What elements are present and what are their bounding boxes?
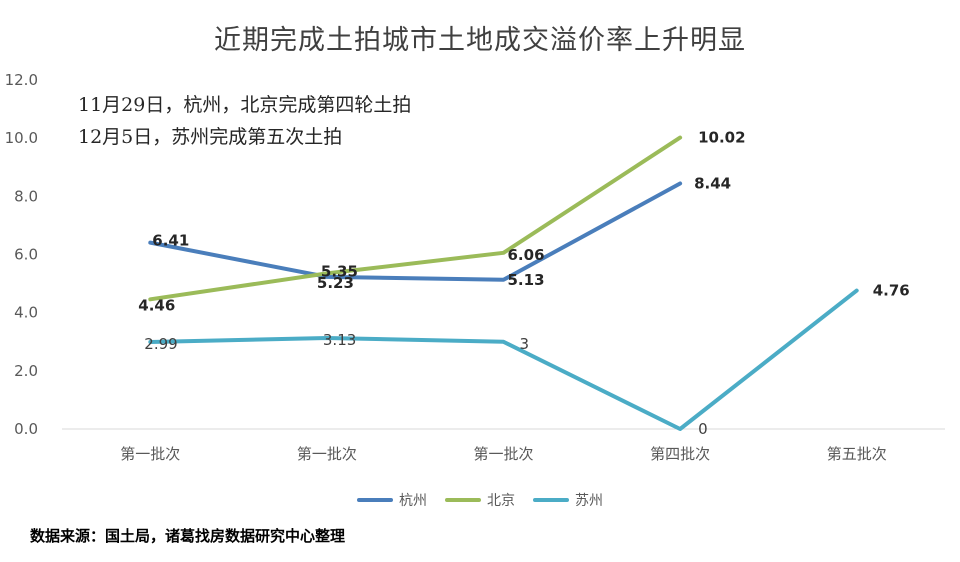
y-tick-label: 6.0 bbox=[14, 246, 38, 264]
data-label: 5.35 bbox=[321, 262, 358, 280]
series-line-0 bbox=[148, 181, 683, 282]
data-label: 6.06 bbox=[508, 246, 545, 264]
legend-item-hangzhou: 杭州 bbox=[357, 490, 427, 510]
data-label: 6.41 bbox=[152, 232, 189, 250]
data-source-note: 数据来源：国土局，诸葛找房数据研究中心整理 bbox=[30, 527, 346, 545]
annotation-suzhou: 12月5日，苏州完成第五次土拍 bbox=[78, 126, 343, 148]
legend-item-beijing: 北京 bbox=[445, 490, 515, 510]
data-label: 5.13 bbox=[508, 271, 545, 289]
x-tick-label: 第五批次 bbox=[827, 445, 887, 463]
data-label: 3 bbox=[520, 335, 530, 353]
legend-item-suzhou: 苏州 bbox=[533, 490, 603, 510]
y-tick-label: 0.0 bbox=[14, 420, 38, 438]
chart-title: 近期完成土拍城市土地成交溢价率上升明显 bbox=[214, 25, 746, 56]
legend-swatch-hangzhou bbox=[357, 498, 393, 502]
series-line-1 bbox=[148, 135, 683, 302]
data-label: 2.99 bbox=[144, 335, 177, 353]
legend-label-suzhou: 苏州 bbox=[575, 493, 603, 509]
data-label: 8.44 bbox=[694, 175, 731, 193]
x-tick-label: 第一批次 bbox=[297, 445, 357, 463]
data-label: 4.46 bbox=[138, 296, 175, 314]
legend-swatch-suzhou bbox=[533, 498, 569, 502]
y-tick-label: 4.0 bbox=[14, 304, 38, 322]
legend: 杭州 北京 苏州 bbox=[0, 490, 960, 510]
data-label: 3.13 bbox=[323, 331, 356, 349]
legend-swatch-beijing bbox=[445, 498, 481, 502]
x-tick-label: 第四批次 bbox=[650, 445, 710, 463]
data-label: 5.23 bbox=[317, 274, 354, 292]
y-tick-label: 2.0 bbox=[14, 362, 38, 380]
annotation-hangzhou-beijing: 11月29日，杭州，北京完成第四轮土拍 bbox=[78, 94, 412, 116]
y-tick-label: 8.0 bbox=[14, 187, 38, 205]
data-label: 10.02 bbox=[698, 129, 745, 147]
data-label: 0 bbox=[698, 420, 708, 438]
series-line-2 bbox=[148, 288, 859, 431]
y-tick-label: 12.0 bbox=[5, 71, 38, 89]
legend-label-beijing: 北京 bbox=[487, 493, 515, 509]
x-tick-label: 第一批次 bbox=[473, 445, 533, 463]
y-tick-label: 10.0 bbox=[5, 129, 38, 147]
legend-label-hangzhou: 杭州 bbox=[399, 493, 427, 509]
x-tick-label: 第一批次 bbox=[120, 445, 180, 463]
data-label: 4.76 bbox=[873, 282, 910, 300]
